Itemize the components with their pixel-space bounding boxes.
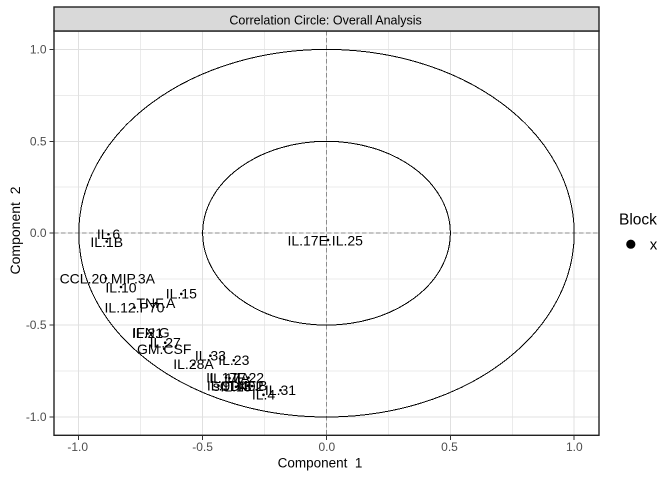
svg-text:Component 2: Component 2	[7, 186, 23, 274]
svg-text:IL.17E.IL.25: IL.17E.IL.25	[287, 233, 363, 249]
svg-text:0.0: 0.0	[318, 440, 335, 454]
svg-text:Correlation Circle: Overall An: Correlation Circle: Overall Analysis	[229, 14, 421, 28]
svg-text:0.0: 0.0	[30, 226, 47, 240]
svg-text:-0.5: -0.5	[192, 440, 213, 454]
svg-text:Component 1: Component 1	[278, 456, 363, 471]
svg-text:-1.0: -1.0	[26, 410, 47, 424]
svg-text:0.5: 0.5	[441, 440, 458, 454]
svg-text:x: x	[650, 237, 658, 254]
svg-text:-1.0: -1.0	[67, 440, 88, 454]
svg-text:CCL.20.MIP.3A: CCL.20.MIP.3A	[60, 271, 156, 287]
svg-text:Block: Block	[619, 211, 657, 228]
svg-text:1.0: 1.0	[566, 440, 583, 454]
svg-text:1.0: 1.0	[30, 42, 47, 56]
svg-text:-0.5: -0.5	[26, 318, 47, 332]
svg-text:0.5: 0.5	[30, 134, 47, 148]
